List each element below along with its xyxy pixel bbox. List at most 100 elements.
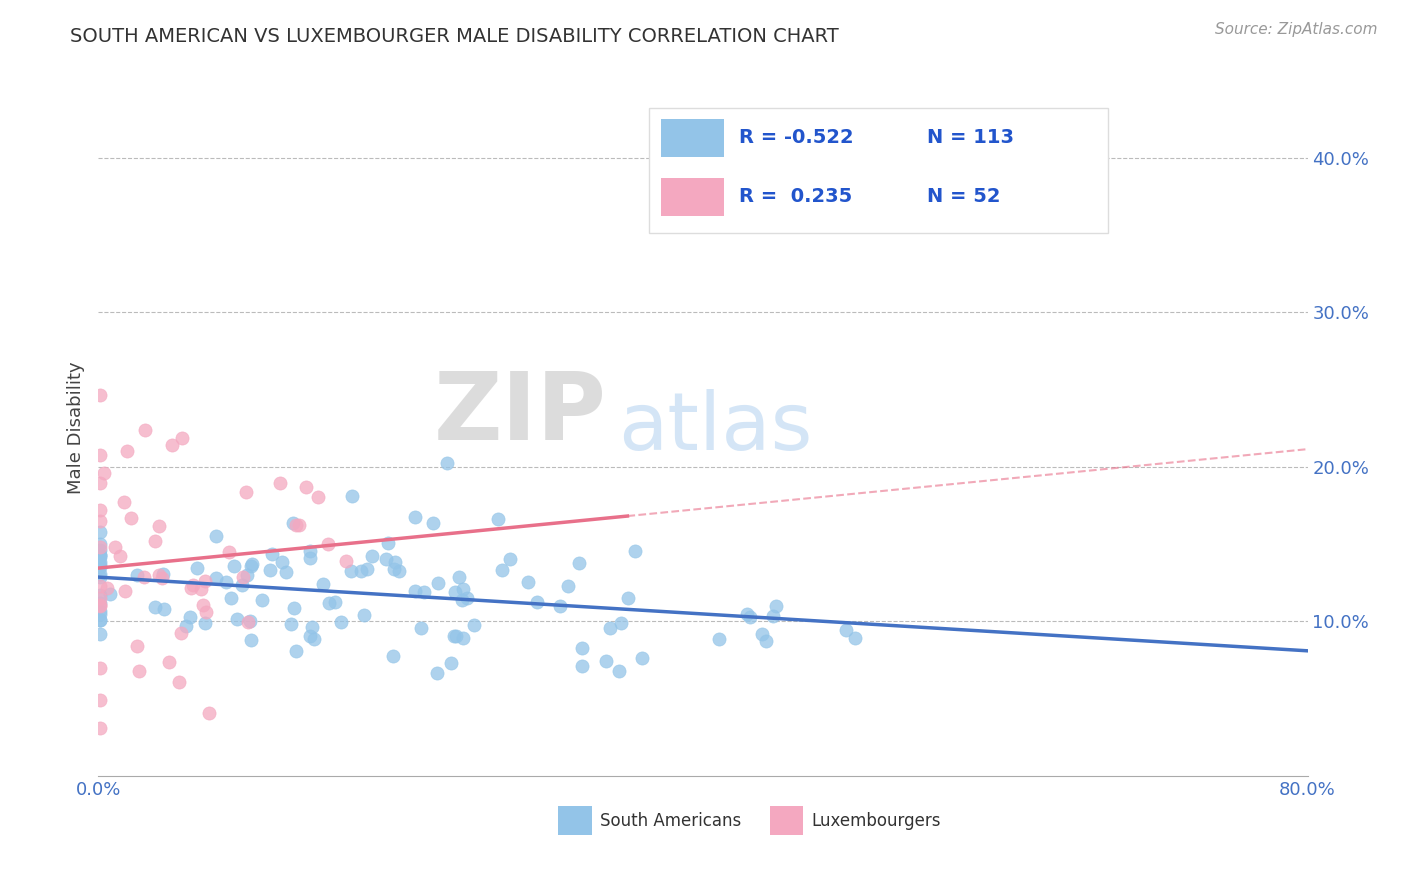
Point xyxy=(440,656,463,670)
FancyBboxPatch shape xyxy=(661,178,724,216)
Point xyxy=(121,511,143,525)
Point xyxy=(761,609,783,624)
Point xyxy=(148,518,170,533)
Point xyxy=(143,533,166,548)
Point xyxy=(301,620,323,634)
Point xyxy=(381,649,404,664)
Point xyxy=(89,548,111,562)
Point xyxy=(609,664,631,678)
Point xyxy=(571,658,593,673)
Point xyxy=(453,631,475,645)
Point xyxy=(443,629,465,643)
Point xyxy=(89,613,111,627)
FancyBboxPatch shape xyxy=(769,806,803,835)
Point xyxy=(835,624,858,638)
Point xyxy=(340,489,363,503)
Point xyxy=(89,588,111,602)
Point xyxy=(388,564,411,578)
Point xyxy=(740,610,762,624)
Point xyxy=(89,599,111,614)
Point xyxy=(89,613,111,627)
Point xyxy=(205,529,228,543)
Point xyxy=(456,591,478,606)
Point xyxy=(219,591,242,605)
Point xyxy=(707,632,730,646)
Point xyxy=(224,558,246,573)
Point xyxy=(284,644,307,658)
Point xyxy=(108,549,131,563)
Point xyxy=(239,614,262,628)
Point xyxy=(89,514,111,528)
Point xyxy=(157,656,180,670)
Point xyxy=(751,627,773,641)
Point xyxy=(186,560,208,574)
Point xyxy=(491,563,513,577)
Point xyxy=(215,574,238,589)
Point xyxy=(104,540,127,554)
Point xyxy=(195,605,218,619)
Point xyxy=(568,556,591,570)
Point xyxy=(89,549,111,563)
Point xyxy=(316,537,339,551)
Point xyxy=(89,448,111,462)
Point xyxy=(375,552,398,566)
Point xyxy=(340,564,363,578)
Point xyxy=(318,596,340,610)
Text: Luxembourgers: Luxembourgers xyxy=(811,812,942,830)
Point xyxy=(174,619,197,633)
FancyBboxPatch shape xyxy=(661,119,724,157)
Point xyxy=(193,599,215,613)
FancyBboxPatch shape xyxy=(558,806,592,835)
Point xyxy=(167,674,190,689)
Point xyxy=(89,524,111,539)
Point xyxy=(160,438,183,452)
Point xyxy=(426,576,449,591)
Point xyxy=(235,485,257,500)
Point xyxy=(89,570,111,584)
Y-axis label: Male Disability: Male Disability xyxy=(66,362,84,494)
Point xyxy=(148,568,170,582)
Text: ZIP: ZIP xyxy=(433,368,606,460)
Point xyxy=(89,387,111,401)
Point xyxy=(299,550,322,565)
Point xyxy=(765,599,787,614)
Point xyxy=(89,540,111,554)
Point xyxy=(89,566,111,581)
Point xyxy=(180,581,202,595)
Point xyxy=(89,502,111,516)
Point xyxy=(132,570,155,584)
Point xyxy=(89,722,111,736)
FancyBboxPatch shape xyxy=(648,108,1108,234)
Point xyxy=(89,627,111,641)
Point xyxy=(89,558,111,573)
Point xyxy=(150,571,173,585)
Point xyxy=(252,593,274,607)
Point xyxy=(353,608,375,623)
Point xyxy=(335,554,357,568)
Point xyxy=(115,443,138,458)
Point xyxy=(281,516,304,530)
Text: R =  0.235: R = 0.235 xyxy=(740,187,852,206)
Point xyxy=(194,574,217,588)
Point xyxy=(735,607,758,621)
Point xyxy=(599,621,621,635)
Point xyxy=(610,616,633,631)
Point xyxy=(236,567,259,582)
Point xyxy=(360,549,382,564)
Point xyxy=(299,629,322,643)
Point xyxy=(170,626,193,640)
Point xyxy=(444,629,467,643)
Point xyxy=(190,582,212,596)
Point xyxy=(89,537,111,551)
Point xyxy=(451,593,474,607)
Point xyxy=(89,591,111,605)
Text: atlas: atlas xyxy=(619,389,813,467)
Point xyxy=(280,617,302,632)
Point xyxy=(350,564,373,578)
Point xyxy=(288,518,311,533)
Point xyxy=(271,556,294,570)
Point xyxy=(89,604,111,618)
Point xyxy=(89,661,111,675)
Point xyxy=(181,578,204,592)
Point xyxy=(276,565,298,579)
